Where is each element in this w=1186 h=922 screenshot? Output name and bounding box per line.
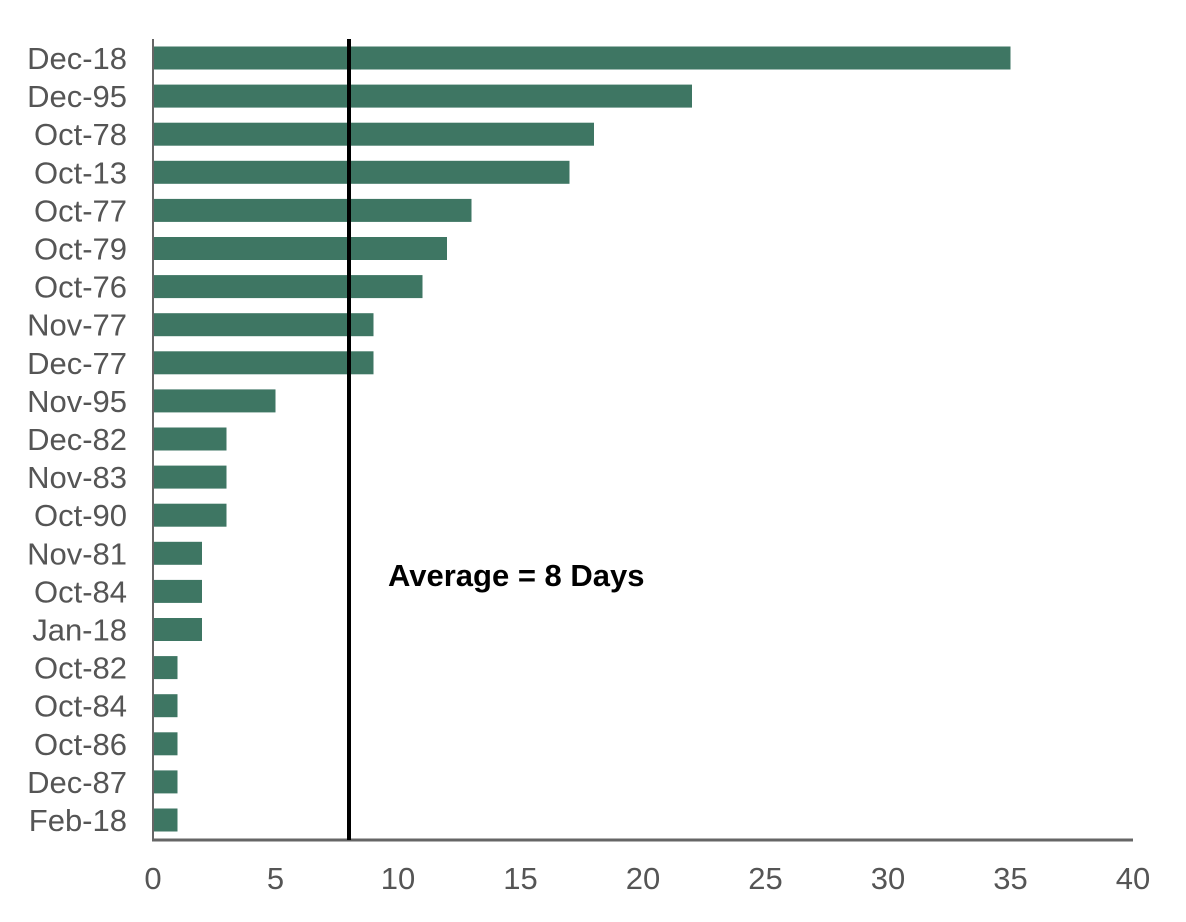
category-label-3: Oct-13	[34, 155, 127, 190]
x-tick-labels: 0 5 10 15 20 25 30 35 40	[144, 861, 1150, 896]
category-label-16: Oct-82	[34, 651, 127, 686]
average-annotation: Average = 8 Days	[388, 558, 645, 593]
bar-8	[153, 351, 374, 375]
bar-14	[153, 579, 202, 603]
bar-19	[153, 770, 178, 794]
bar-13	[153, 541, 202, 565]
bar-17	[153, 694, 178, 718]
bar-7	[153, 313, 374, 337]
x-tick-label-3: 15	[503, 861, 537, 896]
bar-18	[153, 732, 178, 756]
x-tick-label-5: 25	[748, 861, 782, 896]
bar-0	[153, 46, 1011, 70]
x-tick-label-1: 5	[267, 861, 284, 896]
bar-15	[153, 618, 202, 641]
category-label-8: Dec-77	[27, 346, 127, 381]
category-labels: Dec-18Dec-95Oct-78Oct-13Oct-77Oct-79Oct-…	[27, 41, 127, 838]
category-label-6: Oct-76	[34, 270, 127, 305]
bar-16	[153, 656, 178, 680]
category-label-12: Oct-90	[34, 498, 127, 533]
category-label-2: Oct-78	[34, 117, 127, 152]
x-tick-label-8: 40	[1116, 861, 1150, 896]
category-label-11: Nov-83	[27, 460, 127, 495]
category-label-19: Dec-87	[27, 765, 127, 800]
x-tick-label-6: 30	[871, 861, 905, 896]
bar-5	[153, 237, 447, 260]
category-label-7: Nov-77	[27, 308, 127, 343]
category-label-1: Dec-95	[27, 79, 127, 114]
x-tick-label-0: 0	[144, 861, 161, 896]
category-label-18: Oct-86	[34, 727, 127, 762]
bar-1	[153, 84, 692, 108]
bars-layer	[153, 46, 1011, 832]
x-tick-label-2: 10	[381, 861, 415, 896]
axes-layer	[152, 39, 1133, 842]
x-tick-label-4: 20	[626, 861, 660, 896]
bar-3	[153, 160, 570, 184]
category-label-4: Oct-77	[34, 193, 127, 228]
bar-4	[153, 198, 472, 222]
bar-12	[153, 503, 227, 527]
bar-9	[153, 389, 276, 413]
category-label-5: Oct-79	[34, 232, 127, 267]
category-label-15: Jan-18	[32, 613, 127, 648]
bar-20	[153, 808, 178, 832]
category-label-20: Feb-18	[29, 803, 127, 838]
bar-2	[153, 122, 594, 146]
category-label-0: Dec-18	[27, 41, 127, 76]
bar-10	[153, 427, 227, 451]
x-tick-label-7: 35	[993, 861, 1027, 896]
category-label-10: Dec-82	[27, 422, 127, 457]
category-label-14: Oct-84	[34, 574, 127, 609]
category-label-13: Nov-81	[27, 536, 127, 571]
category-label-9: Nov-95	[27, 384, 127, 419]
category-label-17: Oct-84	[34, 689, 127, 724]
bar-11	[153, 465, 227, 489]
bar-6	[153, 275, 423, 299]
reference-layer: Average = 8 Days	[347, 39, 645, 840]
